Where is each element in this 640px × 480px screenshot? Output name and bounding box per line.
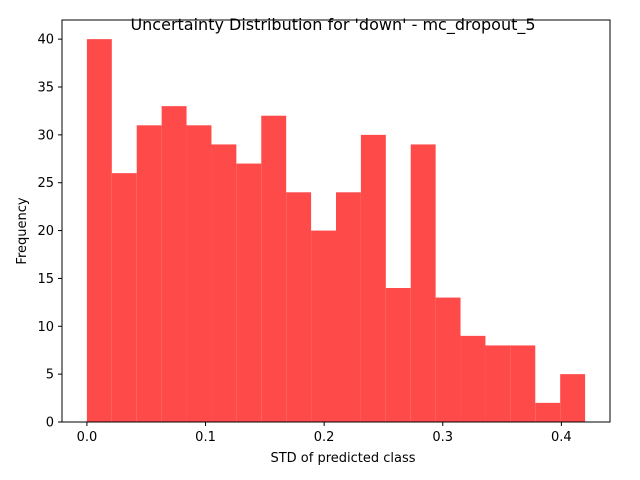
- y-tick-label: 25: [37, 176, 54, 191]
- histogram-bar: [560, 374, 586, 422]
- x-axis-ticks: 0.0 0.1 0.2 0.3 0.4: [77, 422, 572, 445]
- y-tick-label: 40: [37, 33, 54, 48]
- y-axis-label: Frequency: [15, 197, 30, 264]
- histogram-bar: [410, 144, 436, 422]
- histogram-bar: [186, 125, 212, 423]
- histogram-bar: [86, 39, 112, 423]
- y-axis-ticks: 0 5 10 15 20 25 30 35 40: [37, 33, 62, 431]
- x-tick-label: 0.1: [195, 430, 216, 445]
- histogram-bar: [211, 144, 237, 422]
- y-tick-label: 15: [37, 272, 54, 287]
- x-tick-label: 0.0: [77, 430, 98, 445]
- histogram-bar: [136, 125, 162, 423]
- chart-title: Uncertainty Distribution for 'down' - mc…: [130, 15, 535, 35]
- histogram-bar: [535, 402, 561, 422]
- histogram-bar: [311, 230, 336, 422]
- histogram-bar: [360, 134, 386, 422]
- x-tick-label: 0.4: [551, 430, 572, 445]
- x-tick-label: 0.2: [314, 430, 335, 445]
- y-tick-label: 30: [37, 128, 54, 143]
- histogram-bar: [485, 345, 511, 422]
- histogram-bar: [336, 192, 361, 422]
- histogram-bar: [385, 288, 411, 422]
- histogram-bar: [286, 192, 312, 422]
- y-tick-label: 20: [37, 224, 54, 239]
- histogram-bar: [111, 173, 137, 422]
- histogram-bar: [435, 297, 461, 422]
- y-tick-label: 10: [37, 320, 54, 335]
- y-tick-label: 35: [37, 81, 54, 96]
- bars-group: [86, 39, 586, 423]
- x-axis-label: STD of predicted class: [270, 451, 415, 466]
- histogram-bar: [510, 345, 536, 422]
- histogram-bar: [161, 106, 187, 423]
- histogram-bar: [261, 115, 287, 422]
- histogram-bar: [460, 335, 486, 422]
- y-tick-label: 0: [46, 416, 54, 431]
- x-tick-label: 0.3: [432, 430, 453, 445]
- plot-frame: [61, 19, 611, 423]
- histogram-bar: [236, 163, 262, 423]
- y-tick-label: 5: [46, 368, 54, 383]
